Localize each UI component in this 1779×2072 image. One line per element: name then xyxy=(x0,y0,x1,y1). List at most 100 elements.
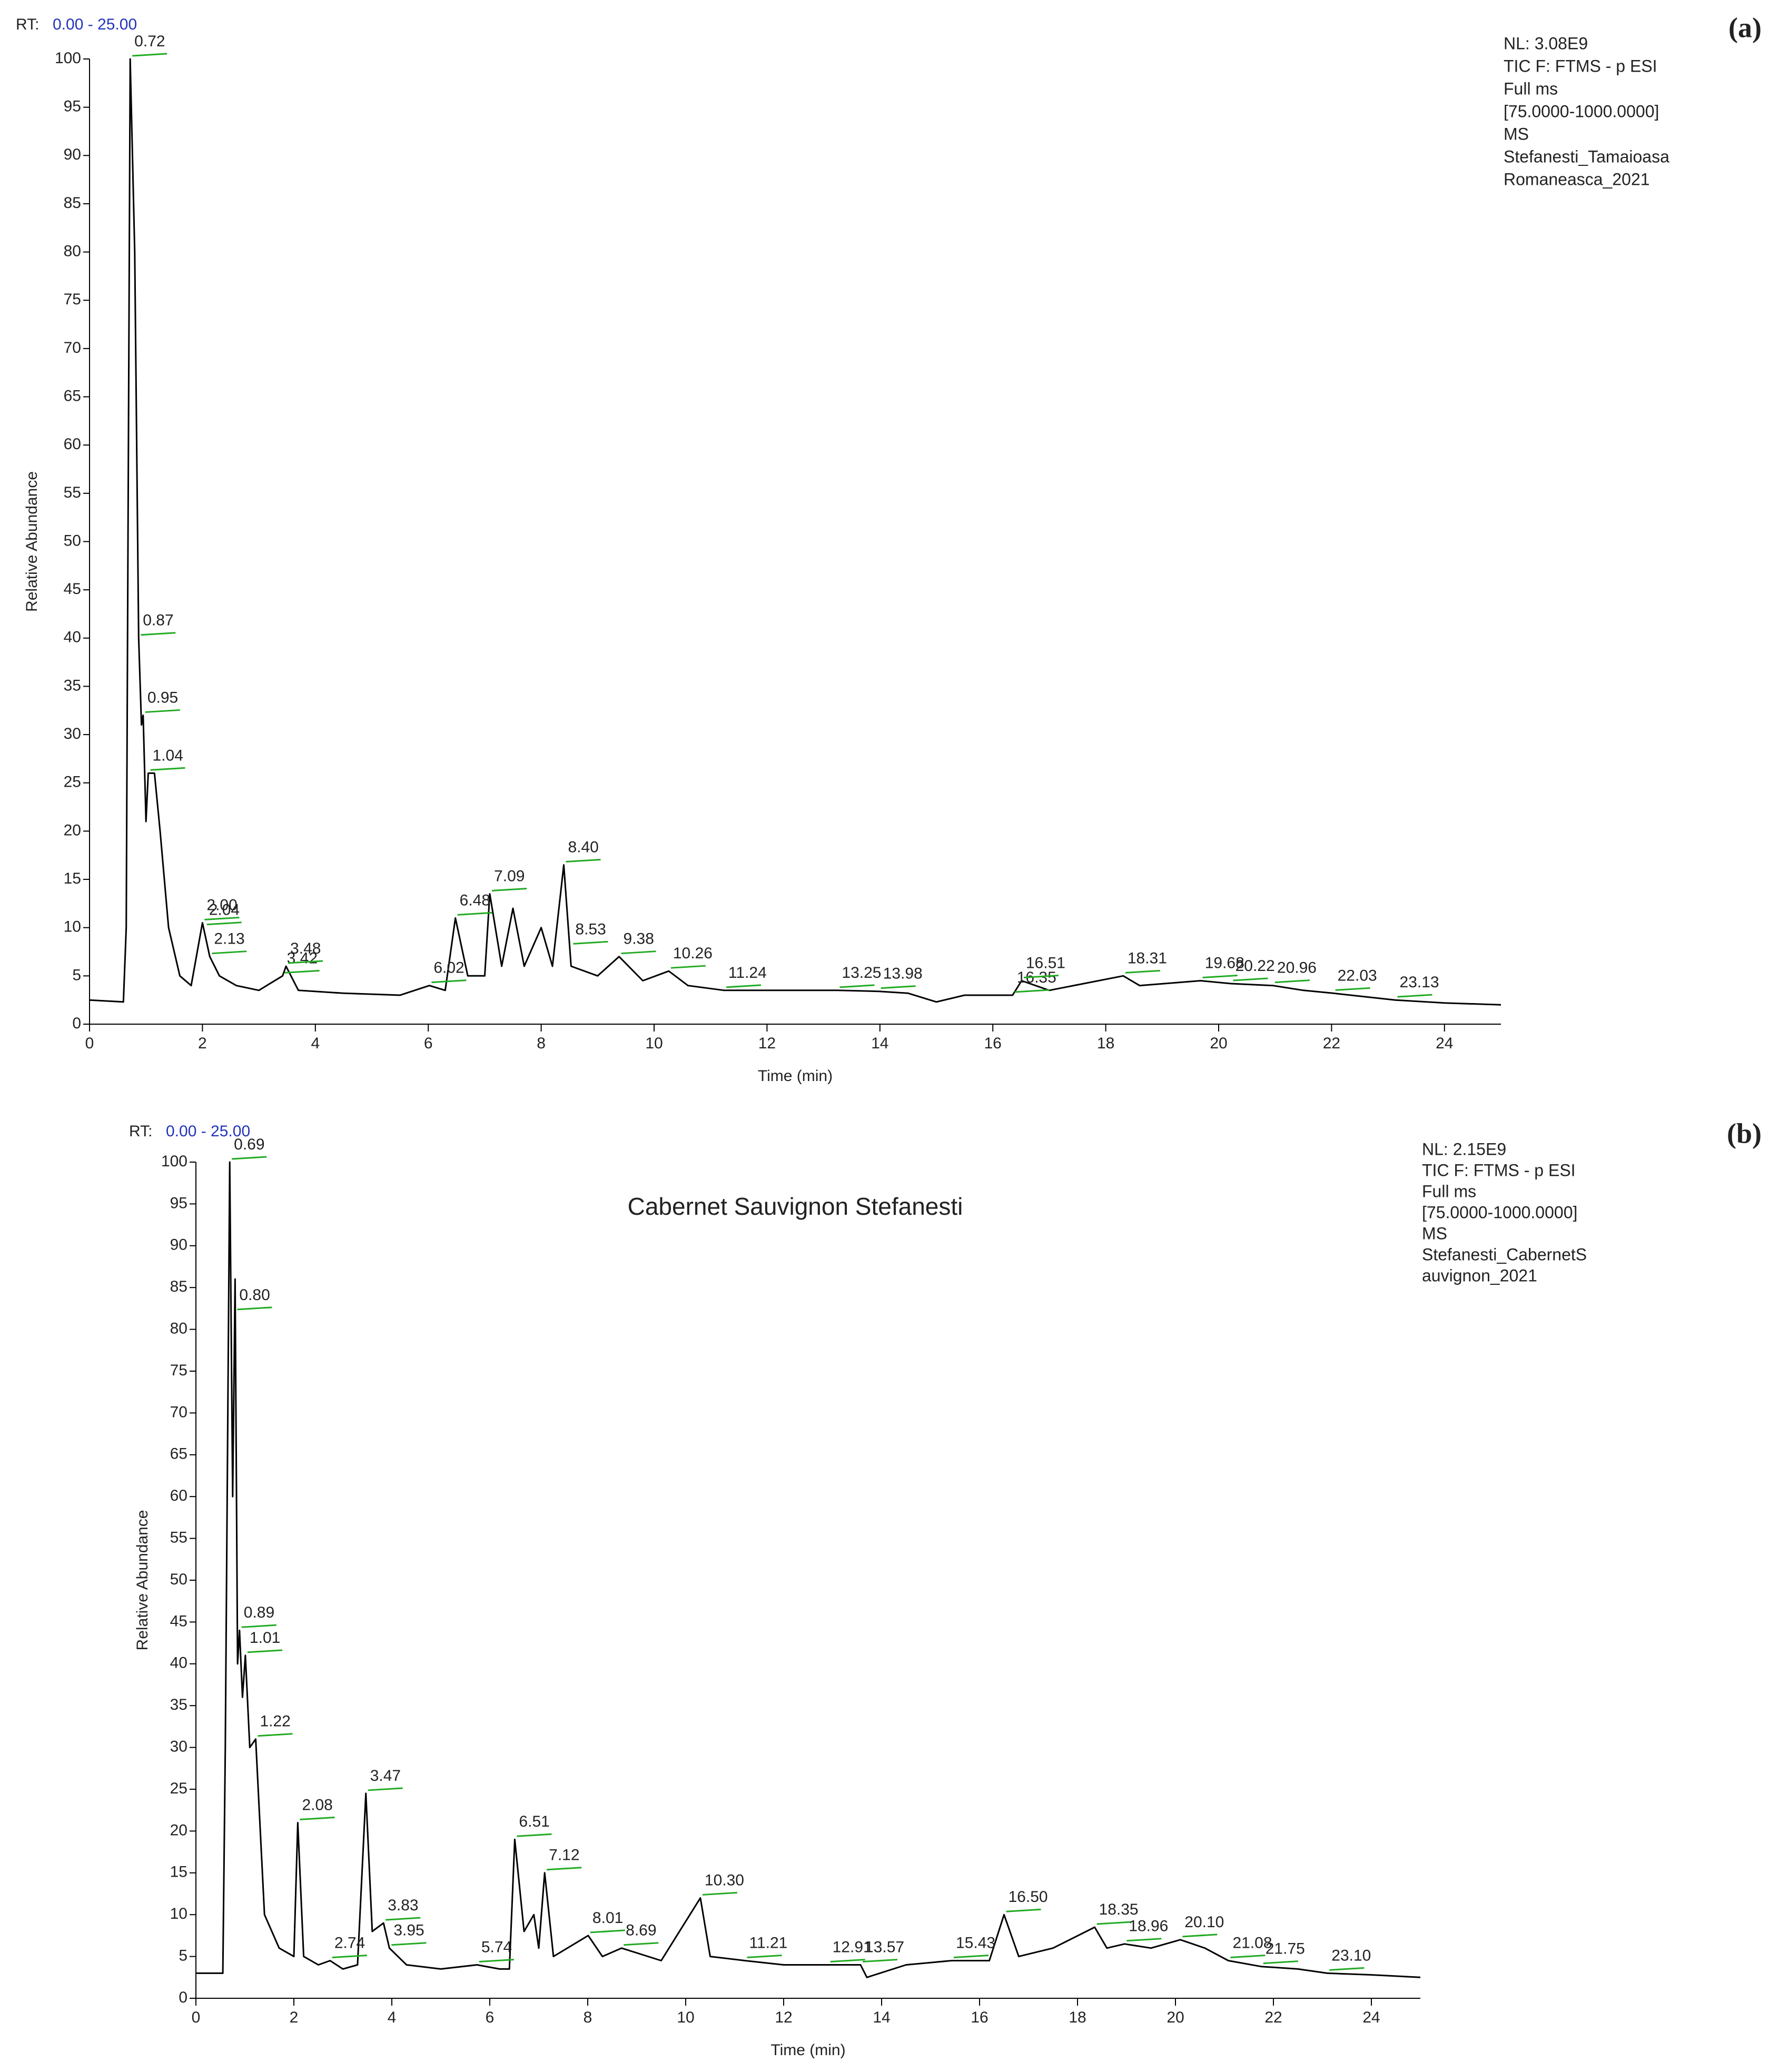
x-tick-label: 14 xyxy=(871,1035,888,1052)
peak-label: 7.12 xyxy=(549,1847,579,1864)
peak-label: 18.96 xyxy=(1129,1918,1168,1935)
y-tick-label: 80 xyxy=(64,243,81,260)
peak-label: 2.13 xyxy=(214,930,244,948)
rt-range: 0.00 - 25.00 xyxy=(166,1123,250,1140)
peak-marker xyxy=(386,1917,421,1921)
peak-label: 1.01 xyxy=(250,1629,280,1647)
peak-marker xyxy=(1126,1938,1162,1942)
peak-marker xyxy=(132,53,167,57)
y-tick-label: 85 xyxy=(64,194,81,212)
peak-marker xyxy=(1202,975,1238,979)
peak-marker xyxy=(368,1787,403,1791)
peak-marker xyxy=(547,1867,582,1871)
peak-marker xyxy=(1014,989,1050,993)
peak-marker xyxy=(204,917,240,921)
info-line: MS xyxy=(1422,1224,1447,1243)
peak-marker xyxy=(332,1955,367,1959)
peak-label: 3.42 xyxy=(287,949,318,967)
y-tick-label: 90 xyxy=(64,146,81,163)
peak-marker xyxy=(862,1958,898,1962)
peak-label: 3.47 xyxy=(370,1767,401,1785)
y-tick-label: 65 xyxy=(170,1445,187,1463)
peak-label: 2.04 xyxy=(209,901,240,919)
peak-marker xyxy=(726,984,762,988)
peak-marker xyxy=(573,940,608,945)
panel-label: (a) xyxy=(1728,12,1762,43)
peak-label: 6.51 xyxy=(519,1813,549,1830)
peak-label: 0.89 xyxy=(244,1604,274,1621)
y-tick-label: 90 xyxy=(170,1236,187,1254)
y-tick-label: 75 xyxy=(64,291,81,308)
peak-label: 15.43 xyxy=(956,1934,995,1951)
peak-label: 3.95 xyxy=(393,1922,424,1939)
y-tick-label: 35 xyxy=(64,677,81,694)
peak-marker xyxy=(391,1942,427,1946)
y-tick-label: 40 xyxy=(64,629,81,646)
peak-label: 13.57 xyxy=(865,1938,904,1956)
peak-label: 2.74 xyxy=(334,1934,365,1951)
trace xyxy=(196,1161,1421,1978)
peak-label: 6.48 xyxy=(460,891,490,909)
x-tick-label: 0 xyxy=(85,1035,94,1052)
peak-marker xyxy=(1006,1908,1041,1912)
y-tick-label: 10 xyxy=(64,918,81,936)
peak-marker xyxy=(1125,969,1160,974)
info-line: [75.0000-1000.0000] xyxy=(1422,1203,1577,1222)
y-tick-label: 10 xyxy=(170,1905,187,1922)
peak-label: 8.69 xyxy=(626,1922,656,1939)
peak-marker xyxy=(1329,1967,1365,1971)
peak-label: 5.74 xyxy=(481,1938,512,1956)
rt-range: 0.00 - 25.00 xyxy=(53,16,137,33)
peak-marker xyxy=(212,950,247,955)
x-tick-label: 4 xyxy=(311,1035,320,1052)
x-tick-label: 24 xyxy=(1362,2009,1380,2026)
y-tick-label: 30 xyxy=(64,725,81,742)
peak-marker xyxy=(1230,1955,1266,1959)
y-axis-label: Relative Abundance xyxy=(23,471,41,612)
x-tick-label: 10 xyxy=(645,1035,663,1052)
peak-marker xyxy=(747,1955,782,1959)
peak-marker xyxy=(237,1306,272,1311)
y-tick-label: 15 xyxy=(64,870,81,887)
y-tick-label: 75 xyxy=(170,1362,187,1379)
peak-label: 18.31 xyxy=(1128,949,1167,967)
peak-marker xyxy=(300,1817,335,1821)
y-tick-label: 60 xyxy=(170,1487,187,1504)
y-tick-label: 35 xyxy=(170,1696,187,1713)
x-tick-label: 18 xyxy=(1069,2009,1086,2026)
peak-marker xyxy=(1274,979,1310,984)
rt-label: RT: xyxy=(129,1123,152,1140)
y-tick-label: 100 xyxy=(55,49,81,67)
peak-label: 11.24 xyxy=(728,964,767,982)
peak-marker xyxy=(284,969,320,974)
peak-marker xyxy=(141,632,176,636)
peak-label: 20.96 xyxy=(1277,959,1317,977)
y-tick-label: 45 xyxy=(64,580,81,598)
y-tick-label: 50 xyxy=(170,1571,187,1588)
y-tick-label: 20 xyxy=(64,821,81,839)
x-tick-label: 14 xyxy=(873,2009,890,2026)
y-tick-label: 70 xyxy=(170,1403,187,1421)
x-tick-label: 12 xyxy=(775,2009,792,2026)
info-line: auvignon_2021 xyxy=(1422,1266,1537,1285)
y-tick-label: 55 xyxy=(170,1529,187,1546)
y-tick-label: 60 xyxy=(64,435,81,453)
info-line: TIC F: FTMS - p ESI xyxy=(1422,1161,1576,1179)
peak-marker xyxy=(1397,994,1432,998)
peak-marker xyxy=(621,950,656,955)
peak-marker xyxy=(839,984,875,988)
x-tick-label: 22 xyxy=(1323,1035,1340,1052)
y-tick-label: 100 xyxy=(161,1153,187,1170)
peak-label: 10.26 xyxy=(673,945,713,962)
y-tick-label: 30 xyxy=(170,1738,187,1756)
x-tick-label: 8 xyxy=(537,1035,546,1052)
y-tick-label: 85 xyxy=(170,1278,187,1295)
peak-label: 0.80 xyxy=(239,1286,270,1304)
info-line: Full ms xyxy=(1504,79,1558,98)
peak-marker xyxy=(241,1624,276,1628)
peak-label: 16.50 xyxy=(1009,1888,1048,1906)
y-tick-label: 45 xyxy=(170,1612,187,1630)
peak-label: 1.22 xyxy=(260,1713,290,1730)
info-line: MS xyxy=(1504,124,1529,143)
peak-marker xyxy=(566,859,601,863)
